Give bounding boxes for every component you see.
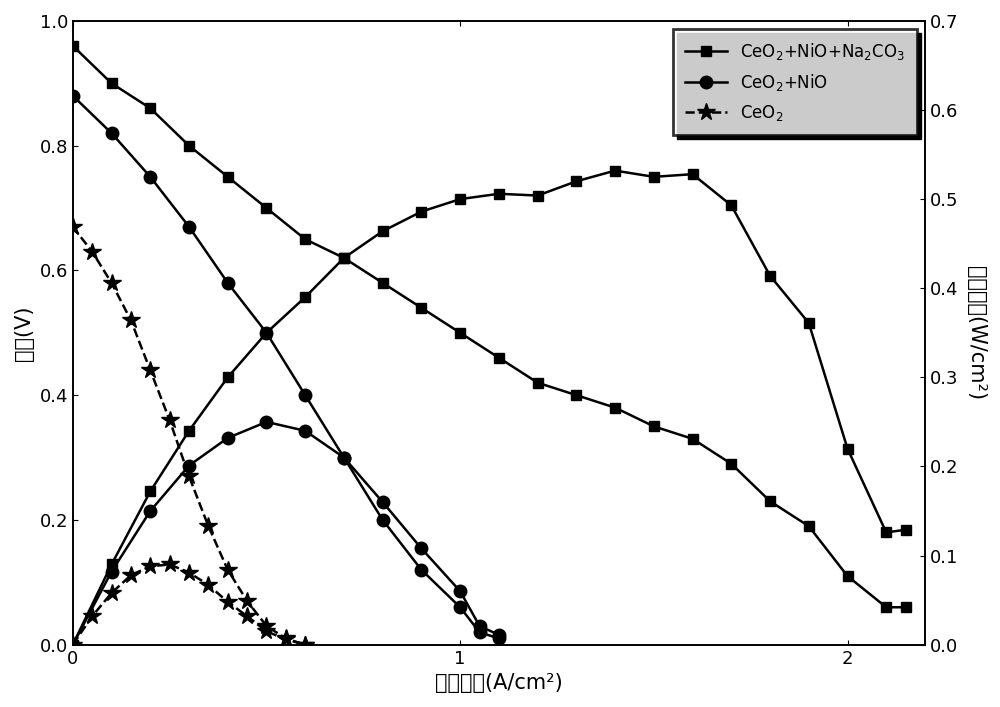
CeO$_2$ (164, 416, 176, 424)
CeO$_2$+NiO (415, 566, 427, 574)
CeO$_2$ (299, 641, 311, 649)
CeO$_2$+NiO+Na$_2$CO$_3$ (299, 235, 311, 243)
CeO$_2$+NiO+Na$_2$CO$_3$ (260, 204, 272, 212)
Legend: CeO$_2$+NiO+Na$_2$CO$_3$, CeO$_2$+NiO, CeO$_2$: CeO$_2$+NiO+Na$_2$CO$_3$, CeO$_2$+NiO, C… (673, 29, 917, 134)
CeO$_2$+NiO+Na$_2$CO$_3$ (648, 422, 660, 431)
Y-axis label: 电压(V): 电压(V) (14, 305, 34, 361)
CeO$_2$+NiO (454, 603, 466, 612)
CeO$_2$ (202, 522, 214, 530)
CeO$_2$+NiO+Na$_2$CO$_3$ (900, 603, 912, 612)
CeO$_2$ (280, 634, 292, 643)
CeO$_2$ (125, 316, 137, 325)
CeO$_2$+NiO (493, 634, 505, 643)
CeO$_2$+NiO (183, 223, 195, 231)
Line: CeO$_2$: CeO$_2$ (64, 218, 314, 654)
CeO$_2$+NiO+Na$_2$CO$_3$ (842, 572, 854, 580)
CeO$_2$ (260, 621, 272, 630)
CeO$_2$ (67, 223, 79, 231)
CeO$_2$+NiO+Na$_2$CO$_3$ (532, 378, 544, 387)
CeO$_2$ (106, 279, 118, 287)
CeO$_2$+NiO (222, 279, 234, 287)
CeO$_2$+NiO+Na$_2$CO$_3$ (570, 391, 582, 399)
CeO$_2$+NiO+Na$_2$CO$_3$ (415, 303, 427, 312)
CeO$_2$+NiO+Na$_2$CO$_3$ (377, 279, 389, 287)
CeO$_2$+NiO+Na$_2$CO$_3$ (725, 460, 737, 468)
Line: CeO$_2$+NiO+Na$_2$CO$_3$: CeO$_2$+NiO+Na$_2$CO$_3$ (68, 41, 910, 612)
CeO$_2$ (241, 597, 253, 605)
CeO$_2$+NiO+Na$_2$CO$_3$ (880, 603, 892, 612)
Y-axis label: 功率密度(W/cm²): 功率密度(W/cm²) (966, 266, 986, 400)
CeO$_2$+NiO+Na$_2$CO$_3$ (144, 104, 156, 112)
CeO$_2$+NiO+Na$_2$CO$_3$ (106, 79, 118, 88)
CeO$_2$+NiO+Na$_2$CO$_3$ (183, 141, 195, 150)
CeO$_2$+NiO (260, 329, 272, 337)
CeO$_2$+NiO+Na$_2$CO$_3$ (687, 435, 699, 443)
CeO$_2$+NiO (144, 173, 156, 181)
CeO$_2$ (222, 566, 234, 574)
CeO$_2$ (183, 472, 195, 481)
CeO$_2$+NiO+Na$_2$CO$_3$ (67, 42, 79, 50)
CeO$_2$+NiO (299, 391, 311, 399)
FancyBboxPatch shape (677, 33, 921, 139)
Line: CeO$_2$+NiO: CeO$_2$+NiO (67, 90, 505, 645)
CeO$_2$+NiO+Na$_2$CO$_3$ (609, 404, 621, 412)
CeO$_2$+NiO (67, 91, 79, 100)
CeO$_2$+NiO (338, 453, 350, 462)
CeO$_2$+NiO+Na$_2$CO$_3$ (454, 329, 466, 337)
CeO$_2$+NiO (106, 129, 118, 137)
CeO$_2$ (144, 366, 156, 375)
CeO$_2$ (86, 247, 98, 256)
CeO$_2$+NiO+Na$_2$CO$_3$ (803, 522, 815, 530)
CeO$_2$+NiO+Na$_2$CO$_3$ (764, 497, 776, 506)
X-axis label: 电流密度(A/cm²): 电流密度(A/cm²) (435, 673, 563, 693)
CeO$_2$+NiO+Na$_2$CO$_3$ (493, 354, 505, 362)
CeO$_2$+NiO+Na$_2$CO$_3$ (222, 173, 234, 181)
CeO$_2$+NiO+Na$_2$CO$_3$ (338, 254, 350, 262)
CeO$_2$+NiO (474, 628, 486, 636)
CeO$_2$+NiO (377, 515, 389, 524)
